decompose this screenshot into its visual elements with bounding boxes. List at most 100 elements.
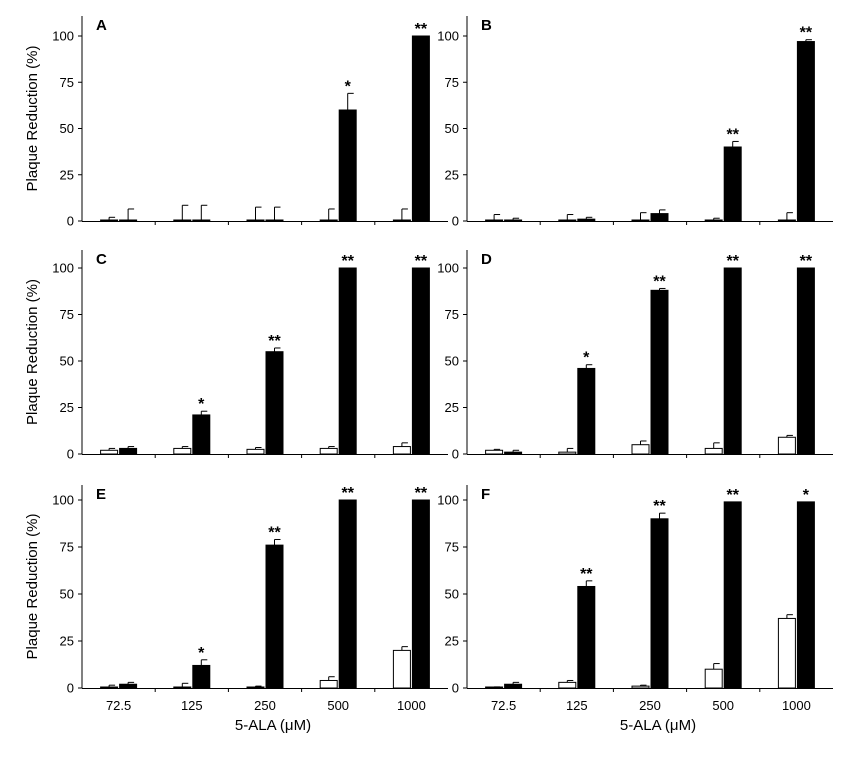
y-tick-label: 0 xyxy=(67,214,74,229)
y-tick-label: 50 xyxy=(445,587,459,602)
x-tick-label: 125 xyxy=(566,698,588,713)
open-bar xyxy=(173,686,192,689)
y-tick-label: 100 xyxy=(437,493,459,508)
panel-b: 0 25 50 75 100 B ** ** xyxy=(437,16,833,229)
y-tick-label: 25 xyxy=(445,634,459,649)
x-axis-title: 5-ALA (μM) xyxy=(620,717,696,734)
significance-mark: ** xyxy=(653,498,666,515)
filled-bar xyxy=(119,683,138,689)
y-tick-label: 0 xyxy=(452,447,459,462)
significance-mark: * xyxy=(198,396,205,413)
y-tick-label: 75 xyxy=(445,540,459,555)
filled-bar xyxy=(119,219,138,222)
filled-bar xyxy=(192,219,211,222)
y-tick-label: 75 xyxy=(445,307,459,322)
significance-mark: ** xyxy=(415,253,428,270)
significance-mark: ** xyxy=(415,21,428,38)
y-tick-label: 25 xyxy=(60,634,74,649)
open-bar xyxy=(246,448,265,455)
significance-mark: ** xyxy=(580,566,593,583)
significance-mark: ** xyxy=(268,524,281,541)
panel-label: D xyxy=(481,251,492,268)
open-bar xyxy=(777,219,796,222)
y-tick-label: 75 xyxy=(60,307,74,322)
x-tick-label: 500 xyxy=(712,698,734,713)
open-bar xyxy=(558,681,577,689)
y-tick-label: 0 xyxy=(67,681,74,696)
x-tick-label: 125 xyxy=(181,698,203,713)
open-bar xyxy=(777,617,796,689)
open-bar xyxy=(392,649,411,689)
significance-mark: ** xyxy=(800,25,813,42)
filled-bar xyxy=(650,518,669,689)
open-bar xyxy=(173,447,192,455)
filled-bar xyxy=(411,499,430,689)
significance-mark: ** xyxy=(341,253,354,270)
significance-mark: ** xyxy=(415,485,428,502)
filled-bar xyxy=(338,109,357,222)
y-tick-label: 75 xyxy=(445,75,459,90)
y-tick-label: 100 xyxy=(52,493,74,508)
filled-bar xyxy=(119,447,138,455)
y-tick-label: 50 xyxy=(60,354,74,369)
filled-bar xyxy=(650,213,669,222)
y-tick-label: 25 xyxy=(60,400,74,415)
y-tick-label: 100 xyxy=(437,261,459,276)
open-bar xyxy=(631,444,650,455)
x-tick-label: 1000 xyxy=(397,698,426,713)
filled-bar xyxy=(265,351,284,455)
open-bar xyxy=(319,447,338,455)
open-bar xyxy=(173,219,192,222)
open-bar xyxy=(704,219,723,222)
filled-bar xyxy=(577,367,596,455)
open-bar xyxy=(100,449,119,455)
y-axis-title: Plaque Reduction (%) xyxy=(24,514,41,660)
x-axis-labels: 72.5 125 250 500 1000 5-ALA (μM) 72.5 125 250 500… xyxy=(106,698,811,734)
filled-bar xyxy=(338,499,357,689)
significance-mark: * xyxy=(803,487,810,504)
x-tick-label: 250 xyxy=(639,698,661,713)
open-bar xyxy=(246,219,265,222)
y-tick-label: 50 xyxy=(60,121,74,136)
significance-mark: * xyxy=(583,350,590,367)
filled-bar xyxy=(192,414,211,455)
filled-bar xyxy=(796,41,815,222)
filled-bar xyxy=(796,501,815,689)
y-axis-title: Plaque Reduction (%) xyxy=(24,46,41,192)
significance-mark: ** xyxy=(800,253,813,270)
filled-bar xyxy=(411,267,430,455)
filled-bar xyxy=(338,267,357,455)
open-bar xyxy=(319,219,338,222)
y-tick-label: 0 xyxy=(452,681,459,696)
open-bar xyxy=(485,219,504,222)
open-bar xyxy=(485,449,504,455)
filled-bar xyxy=(504,219,523,222)
filled-bar xyxy=(723,501,742,689)
y-tick-label: 50 xyxy=(445,354,459,369)
filled-bar xyxy=(411,35,430,222)
significance-mark: ** xyxy=(726,487,739,504)
x-tick-label: 500 xyxy=(327,698,349,713)
panel-label: C xyxy=(96,251,107,268)
y-tick-label: 100 xyxy=(437,29,459,44)
filled-bar xyxy=(504,683,523,689)
open-bar xyxy=(100,686,119,689)
y-tick-label: 75 xyxy=(60,75,74,90)
x-tick-label: 72.5 xyxy=(491,698,516,713)
open-bar xyxy=(704,668,723,689)
y-tick-label: 100 xyxy=(52,261,74,276)
x-tick-label: 250 xyxy=(254,698,276,713)
open-bar xyxy=(558,451,577,455)
significance-mark: ** xyxy=(726,253,739,270)
significance-mark: * xyxy=(345,78,352,95)
panel-label: B xyxy=(481,17,492,34)
y-axis-labels: Plaque Reduction (%) Plaque Reduction (%)… xyxy=(24,46,41,660)
open-bar xyxy=(392,446,411,455)
significance-mark: ** xyxy=(268,333,281,350)
filled-bar xyxy=(577,218,596,222)
